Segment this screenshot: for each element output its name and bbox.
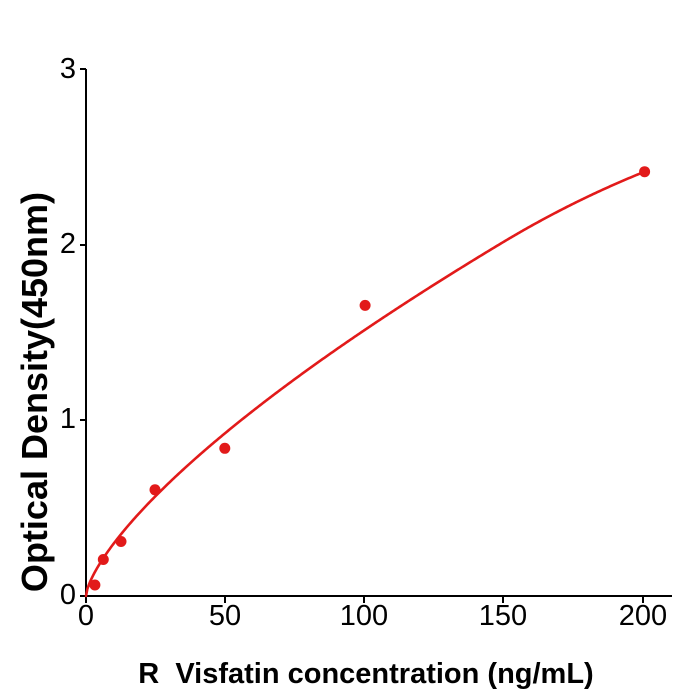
svg-text:200: 200	[619, 600, 667, 632]
svg-text:0: 0	[78, 600, 94, 632]
svg-text:100: 100	[340, 600, 388, 632]
svg-text:150: 150	[479, 600, 527, 632]
svg-text:2: 2	[60, 228, 76, 260]
svg-text:0: 0	[60, 579, 76, 611]
svg-text:50: 50	[209, 600, 241, 632]
svg-text:3: 3	[60, 53, 76, 85]
svg-text:1: 1	[60, 403, 76, 435]
